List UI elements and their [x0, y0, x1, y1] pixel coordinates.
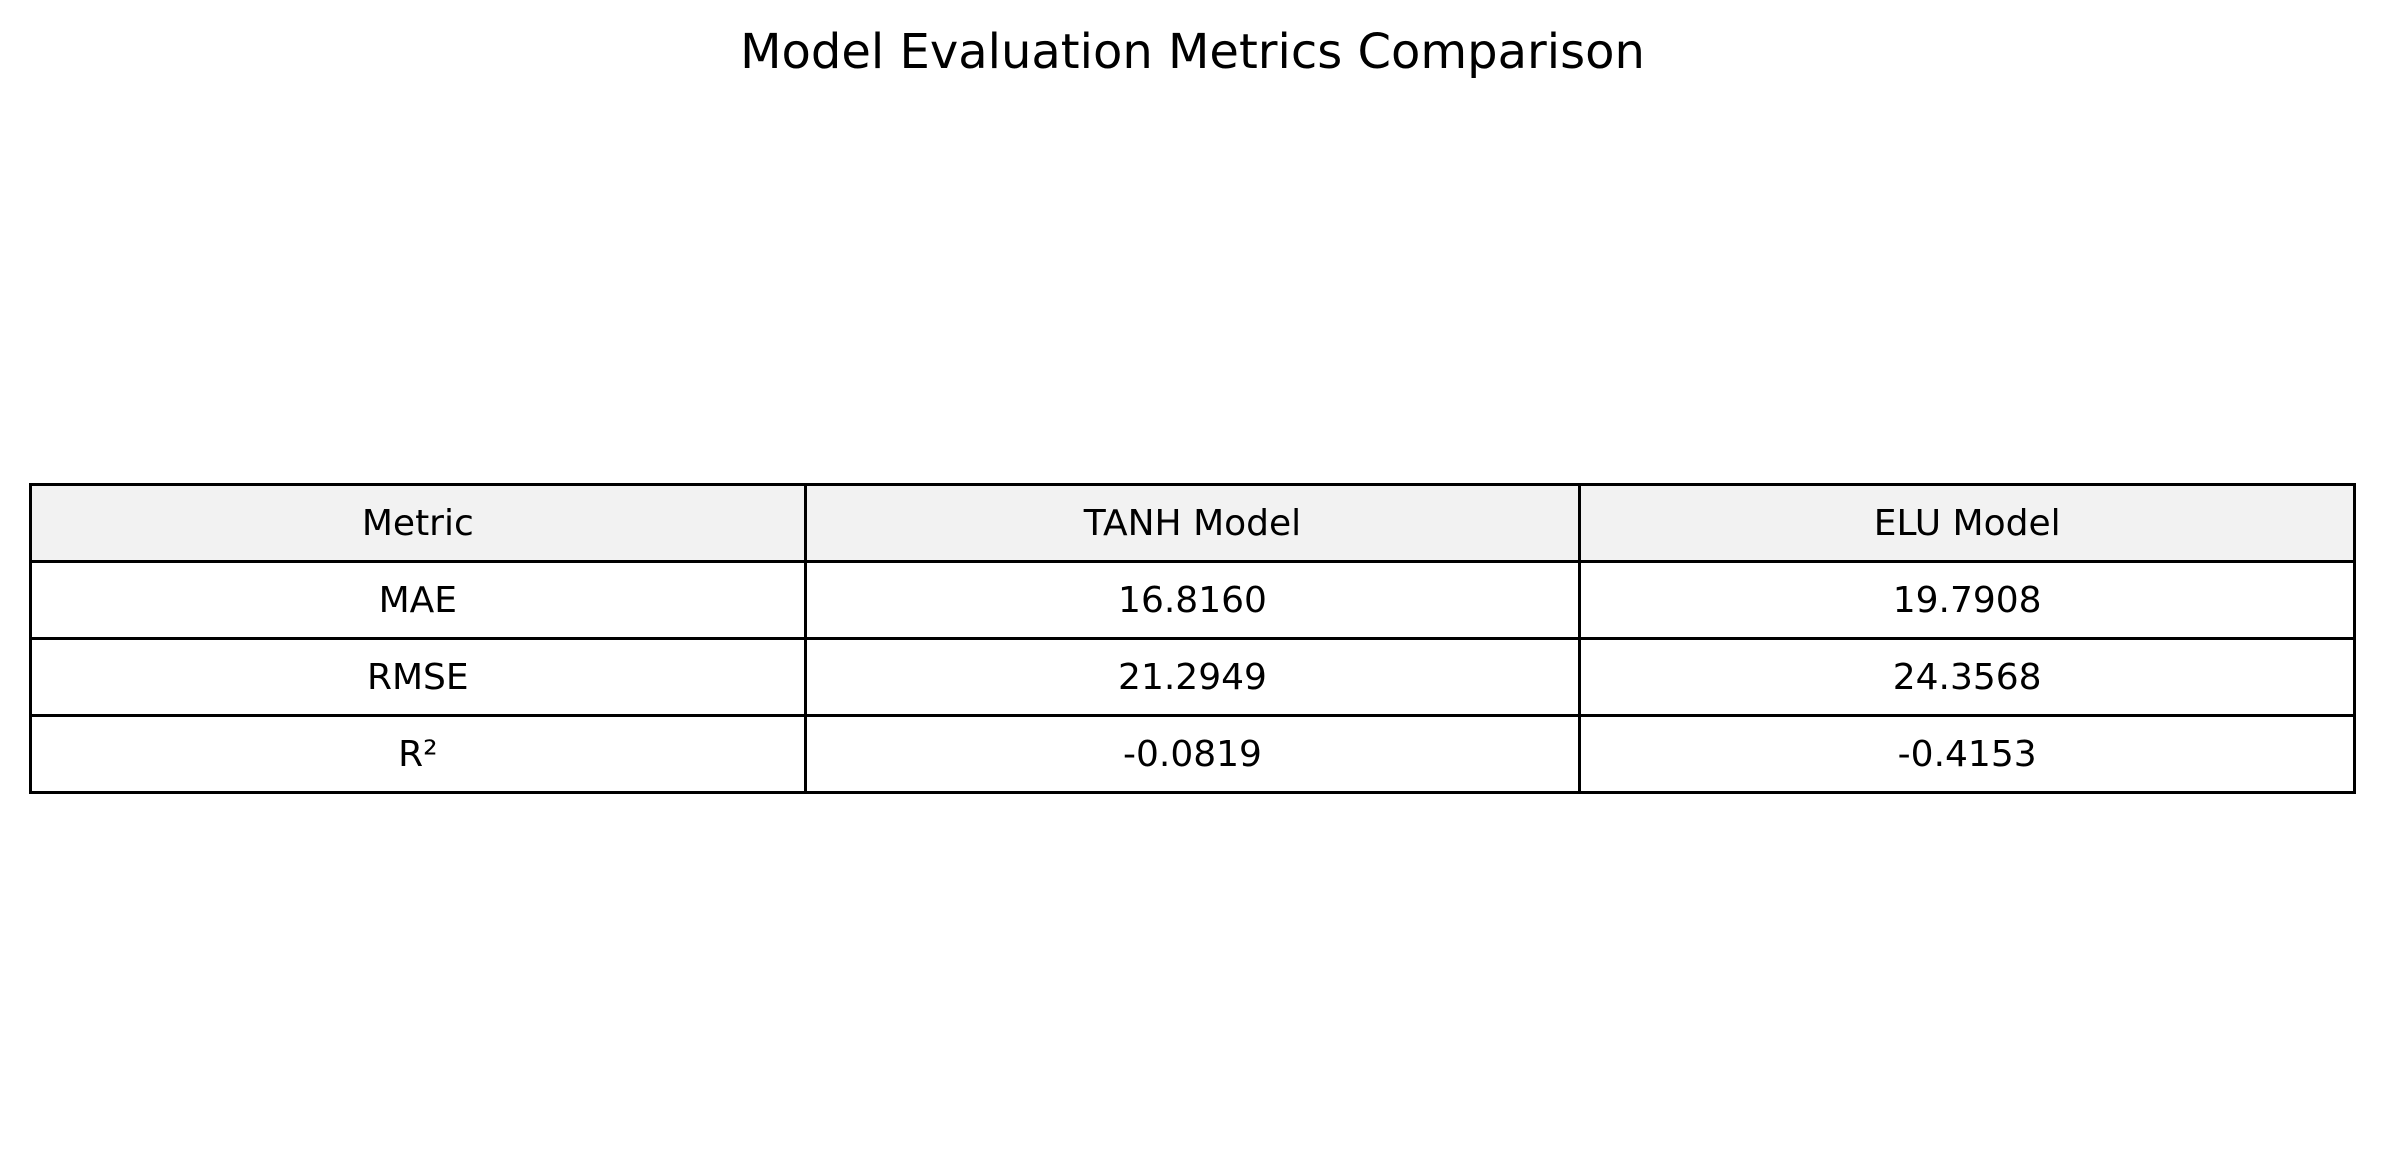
table-cell-elu-value: -0.4153 — [1578, 714, 2356, 794]
table-cell-metric-name: R² — [29, 714, 807, 794]
table-cell-elu-value: 24.3568 — [1578, 637, 2356, 717]
table-cell-tanh-value: 21.2949 — [803, 637, 1582, 717]
table-row: MAE 16.8160 19.7908 — [29, 560, 2356, 640]
table-row: R² -0.0819 -0.4153 — [29, 714, 2356, 794]
chart-title: Model Evaluation Metrics Comparison — [740, 24, 1645, 80]
header-row: Metric TANH Model ELU Model — [29, 483, 2356, 563]
header-cell-tanh-model: TANH Model — [803, 483, 1582, 563]
table-cell-tanh-value: 16.8160 — [803, 560, 1582, 640]
header-cell-metric: Metric — [29, 483, 807, 563]
table-cell-metric-name: MAE — [29, 560, 807, 640]
metrics-table: Metric TANH Model ELU Model MAE 16.8160 … — [29, 483, 2356, 794]
table-body: MAE 16.8160 19.7908 RMSE 21.2949 24.3568… — [29, 560, 2356, 794]
table-header: Metric TANH Model ELU Model — [29, 483, 2356, 563]
table-row: RMSE 21.2949 24.3568 — [29, 637, 2356, 717]
table-cell-elu-value: 19.7908 — [1578, 560, 2356, 640]
table-cell-metric-name: RMSE — [29, 637, 807, 717]
header-cell-elu-model: ELU Model — [1578, 483, 2356, 563]
table-cell-tanh-value: -0.0819 — [803, 714, 1582, 794]
